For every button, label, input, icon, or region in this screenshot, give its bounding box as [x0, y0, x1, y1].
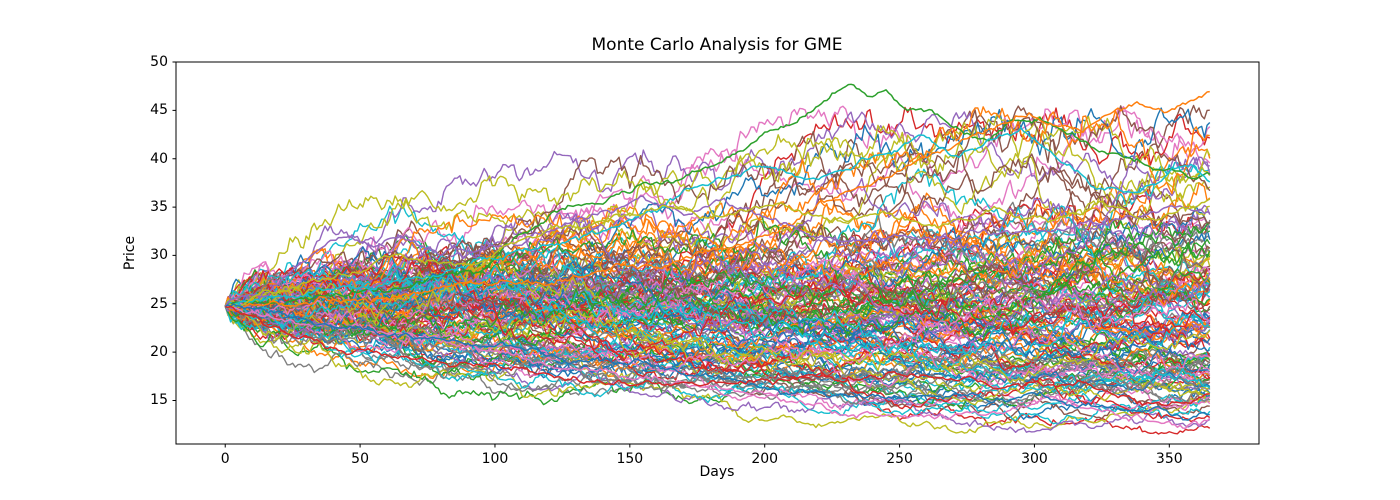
y-axis-label: Price — [122, 235, 138, 271]
x-tick-label: 150 — [616, 451, 644, 467]
y-tick-label: 25 — [150, 295, 168, 312]
y-tick-label: 20 — [150, 344, 168, 361]
x-tick-label: 350 — [1155, 451, 1183, 467]
y-tick-label: 35 — [150, 199, 168, 216]
y-tick-label: 15 — [150, 392, 168, 409]
chart-title: Monte Carlo Analysis for GME — [591, 35, 843, 55]
y-tick-label: 30 — [150, 247, 168, 264]
y-tick-label: 40 — [150, 150, 168, 167]
x-tick-label: 250 — [886, 451, 913, 467]
x-tick-label: 300 — [1021, 451, 1048, 467]
y-tick-label: 45 — [150, 102, 168, 119]
x-tick-label: 0 — [220, 451, 230, 467]
x-tick-label: 50 — [351, 451, 370, 467]
x-axis-label: Days — [699, 464, 735, 480]
x-tick-label: 200 — [751, 451, 779, 467]
y-tick-label: 50 — [150, 54, 168, 70]
x-tick-label: 100 — [481, 451, 509, 467]
